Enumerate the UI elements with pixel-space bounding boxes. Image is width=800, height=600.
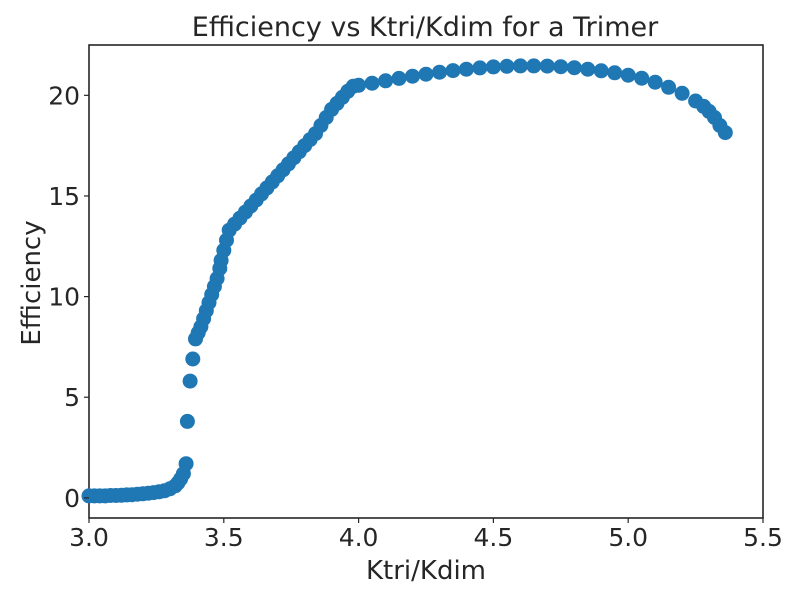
- y-tick-label: 0: [64, 484, 80, 513]
- data-point-64: [391, 70, 407, 86]
- y-tick-label: 15: [48, 182, 80, 211]
- data-point-65: [405, 68, 420, 84]
- x-tick-label: 5.0: [608, 523, 648, 552]
- y-axis-label: Efficiency: [17, 220, 47, 345]
- data-point-66: [418, 66, 434, 82]
- data-point-61: [351, 77, 367, 93]
- y-tick-label: 5: [64, 383, 80, 412]
- x-tick-label: 4.0: [339, 523, 379, 552]
- data-point-84: [661, 79, 677, 95]
- data-point-74: [526, 58, 542, 74]
- data-point-71: [485, 59, 501, 75]
- data-point-63: [378, 73, 394, 89]
- data-point-69: [458, 61, 474, 77]
- data-point-20: [178, 456, 194, 472]
- data-point-23: [185, 351, 201, 367]
- data-point-75: [539, 58, 555, 74]
- data-point-80: [607, 65, 623, 81]
- data-point-81: [620, 67, 636, 83]
- data-point-67: [432, 64, 447, 80]
- data-point-62: [364, 75, 380, 91]
- data-point-85: [674, 85, 690, 101]
- data-points: [81, 58, 733, 504]
- x-tick-label: 3.5: [204, 523, 244, 552]
- x-tick-label: 3.0: [69, 523, 109, 552]
- data-point-79: [593, 63, 609, 79]
- chart-title: Efficiency vs Ktri/Kdim for a Trimer: [192, 12, 659, 43]
- x-tick-label: 4.5: [474, 523, 514, 552]
- data-point-76: [553, 59, 569, 75]
- x-tick-label: 5.5: [743, 523, 783, 552]
- data-point-83: [647, 74, 663, 90]
- data-point-78: [580, 61, 596, 77]
- x-axis-ticks: 3.0 3.5 4.0 4.5 5.0 5.5: [69, 518, 783, 552]
- y-tick-label: 10: [48, 283, 80, 312]
- y-axis-ticks: 0 5 10 15 20: [48, 81, 89, 513]
- data-point-21: [179, 413, 195, 429]
- data-point-70: [472, 60, 488, 76]
- data-point-68: [445, 63, 461, 79]
- data-point-82: [634, 70, 650, 86]
- data-point-91: [717, 125, 733, 141]
- data-point-77: [566, 60, 582, 76]
- x-axis-label: Ktri/Kdim: [366, 556, 486, 586]
- y-tick-label: 20: [48, 81, 80, 110]
- data-point-22: [182, 373, 198, 389]
- data-point-73: [512, 58, 528, 74]
- plot-frame: [88, 44, 764, 519]
- data-point-72: [499, 58, 515, 74]
